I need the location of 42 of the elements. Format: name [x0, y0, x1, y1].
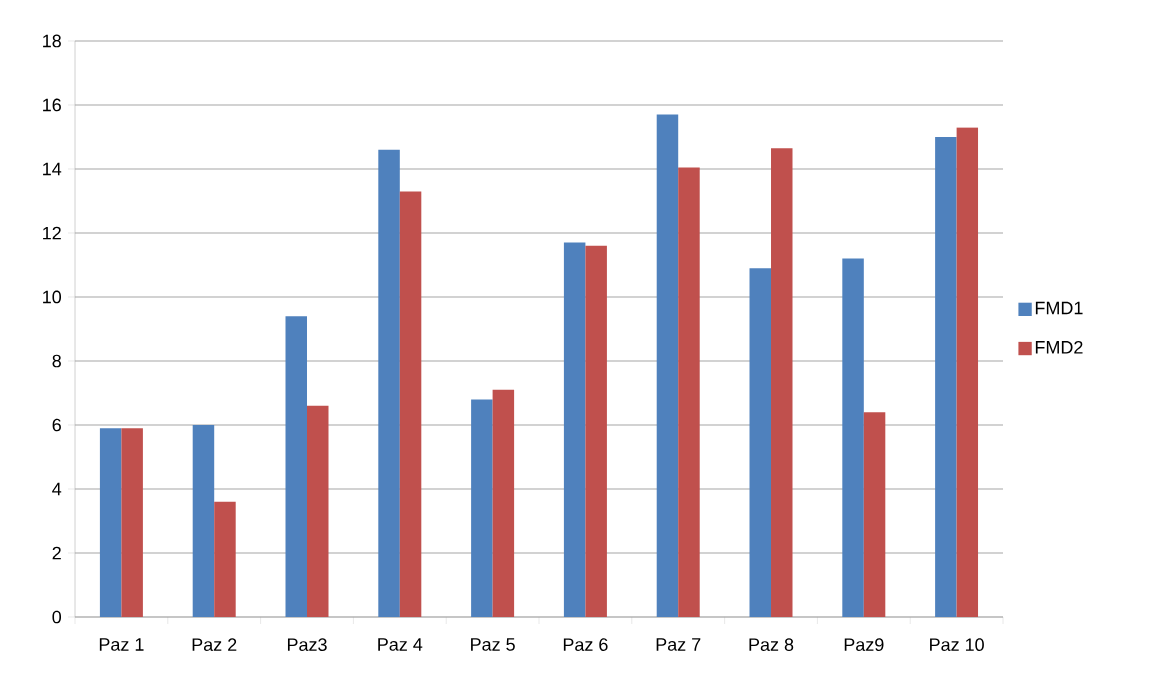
bar — [585, 245, 607, 617]
bar — [678, 167, 700, 617]
bar — [99, 428, 122, 617]
x-tick-label: Paz 7 — [656, 638, 701, 651]
y-tick-label: 2 — [52, 546, 61, 560]
x-tick-label: Paz 2 — [192, 638, 237, 651]
bar — [842, 258, 864, 617]
x-tick-label: Paz 5 — [471, 638, 515, 651]
bar — [656, 114, 679, 617]
y-tick-label: 14 — [43, 162, 62, 176]
x-tick-label: Paz3 — [287, 638, 327, 651]
y-tick-label: 6 — [52, 418, 61, 432]
bar — [471, 399, 493, 617]
y-tick-label: 18 — [43, 34, 61, 48]
x-tick-label: Paz 6 — [563, 638, 608, 651]
y-tick-label: 0 — [52, 610, 62, 624]
y-tick-label: 4 — [52, 482, 62, 496]
bar — [378, 149, 400, 617]
bar — [285, 316, 307, 617]
bar — [749, 268, 772, 617]
bar — [307, 405, 329, 617]
bar — [192, 425, 215, 617]
x-tick-label: Paz 8 — [749, 638, 794, 651]
x-tick-label: Paz 4 — [378, 638, 423, 651]
bar — [935, 136, 957, 617]
bar — [563, 242, 586, 617]
legend-label: FMD2 — [1035, 340, 1083, 354]
bar — [863, 412, 886, 617]
bar — [956, 127, 979, 617]
bar — [771, 148, 793, 617]
bar — [121, 428, 143, 617]
bar — [214, 501, 236, 617]
legend-label: FMD1 — [1035, 301, 1083, 315]
y-tick-label: 12 — [43, 226, 61, 240]
x-tick-label: Paz 10 — [930, 638, 984, 651]
bar — [492, 389, 515, 617]
x-tick-label: Paz9 — [844, 638, 884, 651]
y-tick-label: 16 — [43, 98, 61, 112]
bar — [399, 191, 422, 617]
y-tick-label: 10 — [43, 290, 62, 304]
x-tick-label: Paz 1 — [99, 638, 144, 651]
y-tick-label: 8 — [52, 354, 61, 368]
